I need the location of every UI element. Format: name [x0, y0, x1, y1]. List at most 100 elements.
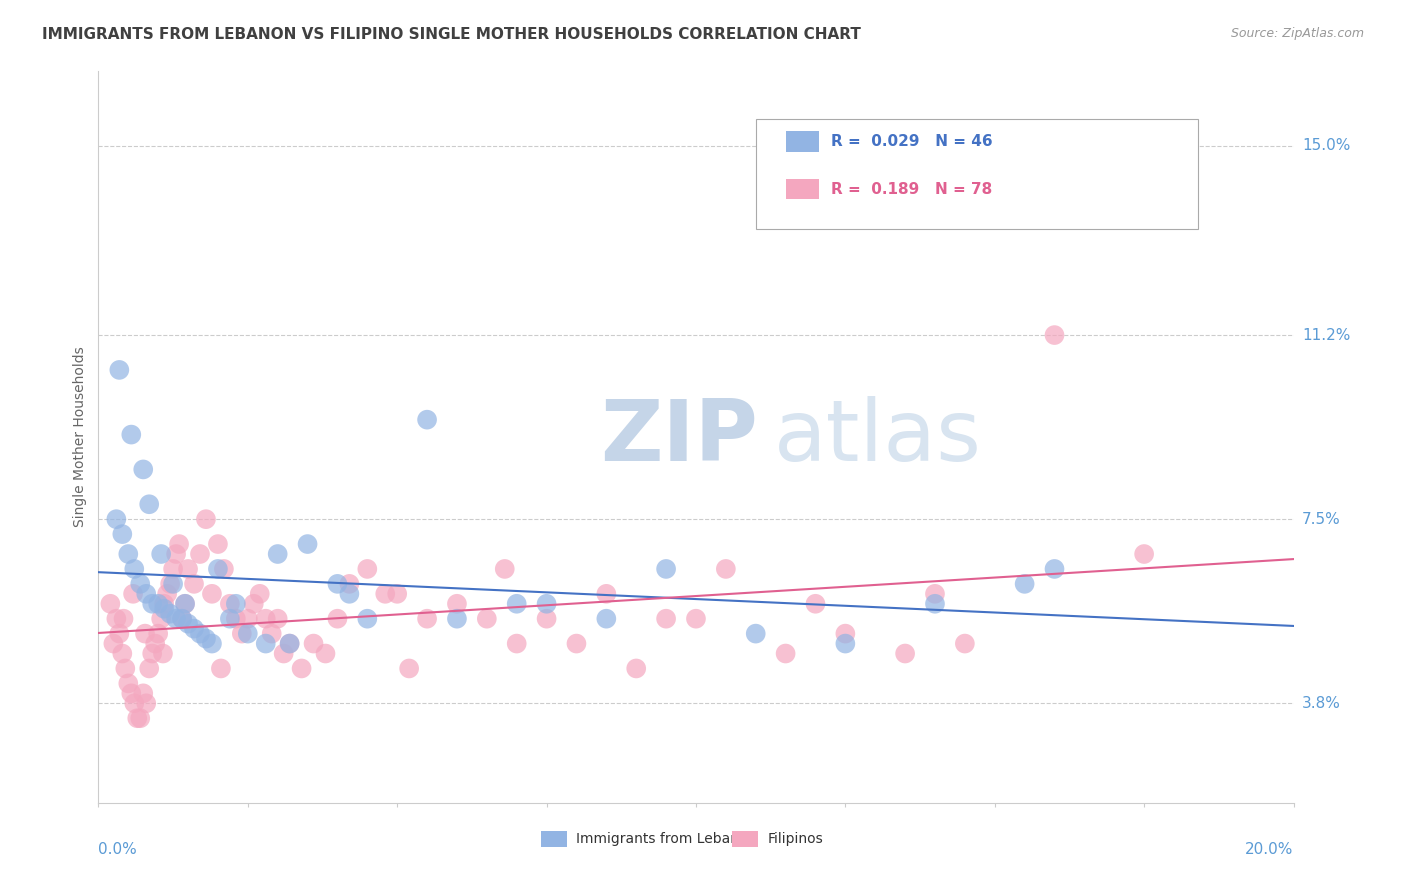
Point	[339, 577, 361, 591]
Point	[775, 647, 797, 661]
Point	[177, 616, 200, 631]
Point	[129, 711, 152, 725]
Point	[536, 612, 558, 626]
Point	[159, 607, 181, 621]
Point	[446, 597, 468, 611]
Point	[124, 696, 146, 710]
Point	[1043, 328, 1066, 343]
Point	[416, 612, 439, 626]
Point	[127, 711, 149, 725]
Point	[165, 612, 187, 626]
Point	[626, 661, 648, 675]
Point	[804, 597, 827, 611]
Point	[209, 661, 232, 675]
Point	[243, 597, 266, 611]
Point	[111, 647, 134, 661]
Point	[148, 597, 170, 611]
Point	[236, 626, 259, 640]
Text: ZIP: ZIP	[600, 395, 758, 479]
FancyBboxPatch shape	[786, 131, 820, 152]
FancyBboxPatch shape	[786, 179, 820, 200]
Text: R =  0.189   N = 78: R = 0.189 N = 78	[831, 182, 993, 196]
Point	[565, 636, 588, 650]
Point	[201, 587, 224, 601]
Text: atlas: atlas	[773, 395, 981, 479]
Point	[278, 636, 301, 650]
Point	[165, 547, 187, 561]
Point	[260, 626, 283, 640]
Point	[108, 626, 131, 640]
Text: 7.5%: 7.5%	[1302, 512, 1340, 526]
Point	[172, 612, 194, 626]
Point	[207, 537, 229, 551]
Point	[273, 647, 295, 661]
Point	[148, 626, 170, 640]
Text: IMMIGRANTS FROM LEBANON VS FILIPINO SINGLE MOTHER HOUSEHOLDS CORRELATION CHART: IMMIGRANTS FROM LEBANON VS FILIPINO SING…	[42, 27, 860, 42]
Point	[924, 587, 946, 601]
Point	[120, 686, 142, 700]
Point	[150, 612, 173, 626]
Point	[249, 587, 271, 601]
Point	[120, 427, 142, 442]
Point	[162, 577, 184, 591]
Point	[1133, 547, 1156, 561]
Text: 15.0%: 15.0%	[1302, 138, 1350, 153]
Point	[159, 577, 181, 591]
Point	[132, 462, 155, 476]
Point	[225, 597, 247, 611]
Point	[326, 577, 349, 591]
Point	[153, 597, 176, 611]
Point	[135, 696, 157, 710]
Point	[894, 647, 917, 661]
Point	[167, 537, 190, 551]
Point	[188, 626, 211, 640]
Point	[356, 612, 378, 626]
Point	[98, 597, 122, 611]
Point	[254, 612, 277, 626]
Point	[138, 661, 160, 675]
Point	[207, 562, 229, 576]
Point	[655, 612, 678, 626]
Point	[162, 562, 184, 576]
Point	[315, 647, 337, 661]
Point	[1043, 562, 1066, 576]
Point	[356, 562, 378, 576]
Point	[143, 636, 166, 650]
Text: Immigrants from Lebanon: Immigrants from Lebanon	[576, 831, 756, 846]
Point	[291, 661, 314, 675]
Point	[655, 562, 678, 576]
Point	[326, 612, 349, 626]
Text: 0.0%: 0.0%	[98, 842, 138, 856]
Point	[195, 632, 218, 646]
Point	[494, 562, 516, 576]
Point	[174, 597, 197, 611]
Point	[297, 537, 319, 551]
Point	[195, 512, 218, 526]
Point	[117, 676, 139, 690]
Point	[254, 636, 277, 650]
Point	[685, 612, 707, 626]
Point	[834, 636, 856, 650]
Y-axis label: Single Mother Households: Single Mother Households	[73, 347, 87, 527]
Point	[225, 612, 247, 626]
Point	[108, 363, 131, 377]
Point	[475, 612, 498, 626]
Point	[129, 577, 152, 591]
Point	[114, 661, 136, 675]
Point	[105, 612, 128, 626]
Text: Source: ZipAtlas.com: Source: ZipAtlas.com	[1230, 27, 1364, 40]
Point	[124, 562, 146, 576]
Point	[152, 647, 174, 661]
Point	[398, 661, 420, 675]
Point	[267, 612, 290, 626]
Point	[141, 597, 163, 611]
Point	[219, 612, 242, 626]
Text: 3.8%: 3.8%	[1302, 696, 1341, 711]
Point	[339, 587, 361, 601]
FancyBboxPatch shape	[756, 119, 1198, 228]
Point	[506, 636, 529, 650]
Point	[714, 562, 737, 576]
Point	[385, 587, 409, 601]
Point	[212, 562, 235, 576]
Point	[122, 587, 145, 601]
